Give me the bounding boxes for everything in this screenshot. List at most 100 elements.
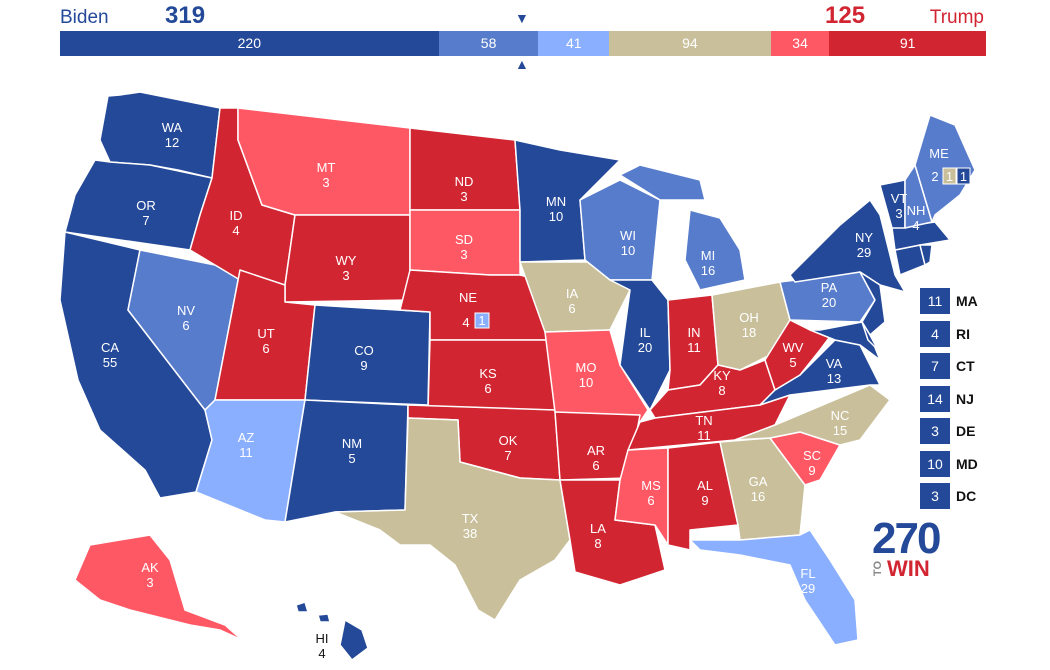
state-ev-MO: 10	[579, 375, 593, 390]
state-label-NC: NC	[831, 408, 850, 423]
state-ev-SC: 9	[808, 463, 815, 478]
small-state-ev[interactable]: 4	[920, 320, 950, 347]
state-ev-ND: 3	[460, 189, 467, 204]
small-state-MA[interactable]: 11 MA	[920, 288, 1030, 314]
state-label-TN: TN	[695, 413, 712, 428]
state-ev-MN: 10	[549, 209, 563, 224]
state-DE[interactable]	[861, 321, 879, 351]
small-state-DE[interactable]: 3 DE	[920, 418, 1030, 444]
state-label-MO: MO	[576, 360, 597, 375]
logo-win: WIN	[887, 556, 930, 581]
state-ev-NV: 6	[182, 318, 189, 333]
small-state-ev[interactable]: 14	[920, 385, 950, 412]
me-district-1-box[interactable]	[942, 167, 957, 185]
state-ev-TX: 38	[463, 526, 477, 541]
small-state-abbr: RI	[956, 325, 970, 342]
state-TN[interactable]	[627, 394, 791, 451]
state-label-AZ: AZ	[238, 430, 255, 445]
state-FL[interactable]	[689, 529, 859, 646]
state-ev-AZ: 11	[239, 445, 253, 460]
state-ev-NE: 4	[462, 315, 469, 330]
small-state-ev[interactable]: 3	[920, 483, 950, 509]
state-ev-WA: 12	[165, 135, 179, 150]
logo-number: 270	[872, 514, 941, 563]
state-NY[interactable]	[789, 199, 906, 293]
state-ev-WV: 5	[789, 355, 796, 370]
state-HI-2[interactable]	[295, 601, 331, 623]
trump-name: Trump	[929, 7, 984, 28]
state-label-AR: AR	[587, 443, 605, 458]
state-ev-CO: 9	[360, 358, 367, 373]
state-ev-AR: 6	[592, 458, 599, 473]
small-state-RI[interactable]: 4 RI	[920, 320, 1030, 347]
small-state-ev[interactable]: 11	[920, 288, 950, 314]
state-ev-SD: 3	[460, 247, 467, 262]
state-ev-WI: 10	[621, 243, 635, 258]
state-label-CO: CO	[354, 343, 374, 358]
ev-bar-segment: 41	[538, 31, 610, 56]
state-ev-IL: 20	[638, 340, 652, 355]
state-HI[interactable]	[339, 619, 369, 661]
state-NC[interactable]	[734, 384, 891, 446]
state-label-NV: NV	[177, 303, 195, 318]
state-label-NM: NM	[342, 436, 362, 451]
small-state-DC[interactable]: 3 DC	[920, 483, 1030, 509]
state-AK[interactable]	[74, 534, 243, 641]
ev-bar-segment: 58	[438, 31, 539, 56]
small-state-ev[interactable]: 7	[920, 353, 950, 379]
me-district-1-ev: 1	[946, 169, 953, 184]
state-ev-PA: 20	[822, 295, 836, 310]
state-label-KS: KS	[479, 366, 497, 381]
small-state-CT[interactable]: 7 CT	[920, 353, 1030, 379]
state-label-SC: SC	[803, 448, 821, 463]
state-WY[interactable]	[284, 214, 411, 303]
ev-bar-segment: 91	[829, 31, 986, 56]
state-ev-GA: 16	[751, 489, 765, 504]
state-ev-OH: 18	[742, 325, 756, 340]
state-label-ID: ID	[230, 208, 243, 223]
state-ev-NM: 5	[348, 451, 355, 466]
ev-bar-segment: 94	[609, 31, 771, 56]
state-label-IA: IA	[566, 286, 579, 301]
state-ev-CA: 55	[103, 355, 117, 370]
small-state-NJ[interactable]: 14 NJ	[920, 385, 1030, 412]
state-MI[interactable]	[684, 209, 746, 291]
logo-to: TO	[872, 561, 884, 577]
ne-district-ev: 1	[478, 313, 485, 328]
me-district-2-box[interactable]	[956, 167, 971, 185]
state-ev-FL: 29	[801, 581, 815, 596]
state-IL[interactable]	[609, 279, 671, 411]
state-ev-TN: 11	[697, 428, 711, 443]
state-ev-MS: 6	[647, 493, 654, 508]
state-label-AK: AK	[141, 560, 159, 575]
state-MI-UP[interactable]	[619, 164, 706, 201]
state-label-GA: GA	[749, 474, 768, 489]
state-label-NE: NE	[459, 290, 477, 305]
state-RI[interactable]	[919, 244, 933, 266]
ne-district-box[interactable]	[474, 312, 490, 329]
me-district-2-ev: 1	[960, 169, 967, 184]
state-WV[interactable]	[764, 319, 836, 391]
state-ev-VT: 3	[895, 206, 902, 221]
state-label-IL: IL	[640, 325, 651, 340]
state-ev-NC: 15	[833, 423, 847, 438]
state-label-OK: OK	[499, 433, 518, 448]
state-label-WV: WV	[783, 340, 804, 355]
state-TX[interactable]	[334, 417, 571, 621]
state-label-VA: VA	[826, 356, 843, 371]
small-state-abbr: NJ	[956, 390, 974, 407]
state-ev-LA: 8	[594, 536, 601, 551]
state-label-CA: CA	[101, 340, 119, 355]
small-state-MD[interactable]: 10 MD	[920, 450, 1030, 477]
state-ev-NH: 4	[912, 218, 919, 233]
ev-bar-segment: 34	[770, 31, 830, 56]
small-state-ev[interactable]: 3	[920, 418, 950, 444]
state-label-WI: WI	[620, 228, 636, 243]
state-label-MT: MT	[317, 160, 336, 175]
state-ev-VA: 13	[827, 371, 841, 386]
small-state-abbr: DE	[956, 423, 976, 439]
electoral-header: Biden 319 125 Trump ▼ 220 58 41 94 34 91 ▲	[0, 0, 1050, 80]
state-label-ND: ND	[455, 174, 474, 189]
small-state-ev[interactable]: 10	[920, 450, 950, 477]
